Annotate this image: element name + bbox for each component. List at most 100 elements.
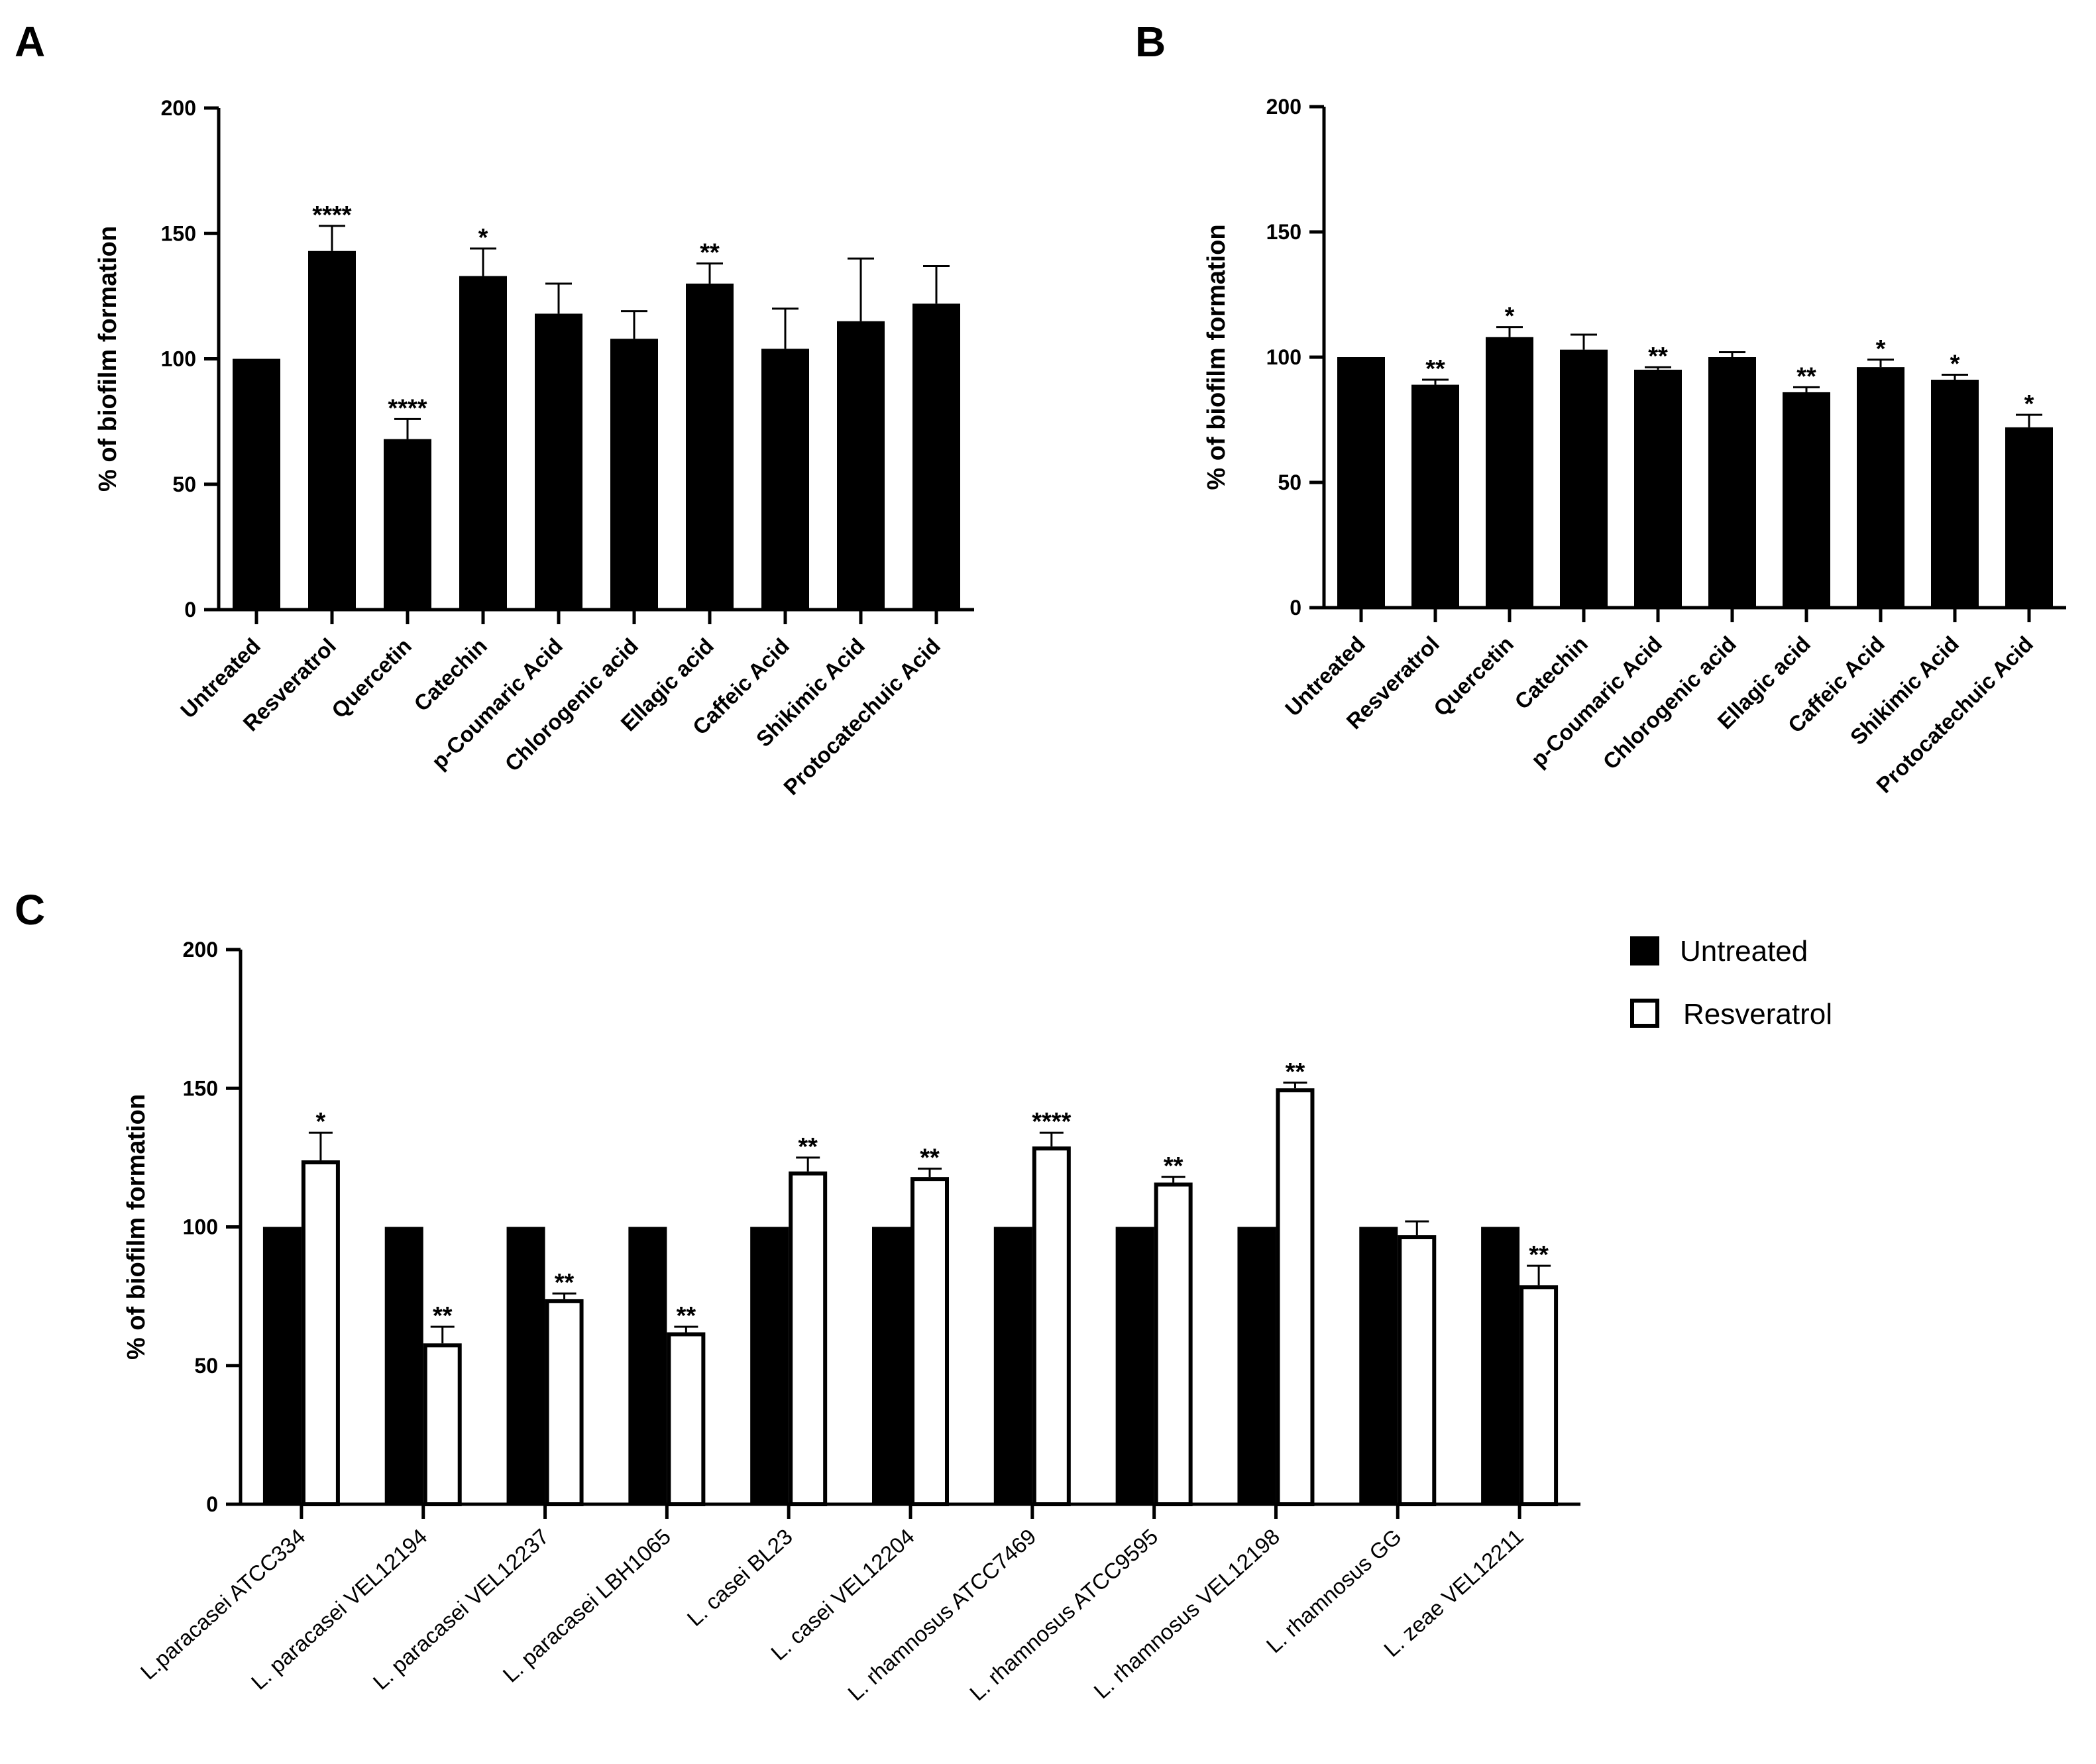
chart-panel-c: C% of biofilm formation050100150200L.par… [15, 886, 1832, 1705]
bar-resveratrol [1154, 1182, 1193, 1507]
y-axis-title: % of biofilm formation [94, 226, 122, 492]
legend-label-resveratrol: Resveratrol [1683, 998, 1832, 1030]
x-tick-label: Quercetin [1429, 632, 1518, 721]
bar [1486, 337, 1533, 608]
legend-swatch-resveratrol [1630, 999, 1659, 1028]
y-tick-label: 0 [206, 1492, 218, 1516]
x-tick-label: Protocatechuic Acid [779, 634, 945, 800]
bar-untreated [1481, 1227, 1520, 1504]
bar [837, 321, 885, 610]
bar-resveratrol [1032, 1146, 1071, 1506]
bar [535, 313, 582, 610]
x-tick-label: L. casei BL23 [683, 1524, 797, 1631]
significance-label: * [316, 1108, 326, 1136]
y-tick-label: 50 [172, 472, 196, 496]
panel-label: B [1135, 18, 1166, 66]
y-tick-label: 100 [1266, 345, 1301, 369]
bar-untreated [1359, 1227, 1398, 1504]
significance-label: **** [1032, 1108, 1071, 1136]
bar [1634, 369, 1682, 608]
bar-resveratrol [667, 1332, 706, 1507]
bar-untreated [993, 1227, 1032, 1504]
significance-label: ** [433, 1302, 453, 1330]
significance-label: **** [312, 201, 351, 229]
bar [912, 303, 960, 610]
significance-label: ** [1796, 362, 1816, 390]
y-tick-label: 200 [183, 938, 218, 962]
x-tick-label: Chlorogenic acid [1598, 632, 1740, 774]
bar [1783, 392, 1830, 608]
chart-panel-b: B% of biofilm formation050100150200Untre… [1135, 18, 2066, 798]
y-axis-title: % of biofilm formation [1203, 224, 1231, 490]
bar-resveratrol [910, 1177, 949, 1507]
significance-label: ** [700, 239, 720, 267]
significance-label: ** [920, 1144, 940, 1172]
bar-resveratrol [423, 1343, 462, 1507]
y-tick-label: 0 [184, 598, 196, 622]
bar [1857, 367, 1904, 608]
y-tick-label: 150 [183, 1076, 218, 1100]
bar-resveratrol [545, 1299, 584, 1507]
y-axis-title: % of biofilm formation [123, 1094, 150, 1360]
significance-label: **** [388, 394, 427, 422]
y-tick-label: 50 [194, 1354, 218, 1378]
significance-label: ** [555, 1269, 575, 1297]
legend: Untreated Resveratrol [1630, 935, 1832, 1030]
bar-untreated [506, 1227, 545, 1504]
bar-resveratrol [301, 1160, 340, 1507]
x-tick-label: p-Coumaric Acid [1526, 632, 1667, 772]
bar [459, 276, 507, 610]
panel-label: C [15, 886, 45, 934]
significance-label: ** [1164, 1152, 1184, 1180]
significance-label: ** [798, 1133, 818, 1161]
chart-panel-a: A% of biofilm formation050100150200Untre… [15, 18, 974, 800]
y-tick-label: 0 [1290, 596, 1301, 620]
significance-label: * [1950, 350, 1960, 378]
legend-swatch-untreated [1630, 936, 1659, 965]
y-tick-label: 150 [1266, 220, 1301, 244]
bar-untreated [1115, 1227, 1154, 1504]
y-tick-label: 200 [161, 96, 196, 120]
bar-resveratrol [1519, 1285, 1559, 1506]
bar-untreated [1237, 1227, 1276, 1504]
bar [2005, 427, 2053, 608]
y-tick-label: 150 [161, 221, 196, 245]
bar-untreated [262, 1227, 302, 1504]
y-tick-label: 100 [183, 1215, 218, 1239]
legend-label-untreated: Untreated [1680, 935, 1808, 967]
bar-untreated [628, 1227, 667, 1504]
bar [1411, 384, 1459, 608]
significance-label: * [1876, 335, 1886, 363]
bar-untreated [872, 1227, 910, 1504]
significance-label: * [2024, 390, 2034, 418]
bar [1337, 357, 1385, 608]
bar-resveratrol [789, 1171, 828, 1507]
bar-resveratrol [1276, 1088, 1315, 1506]
bar [1560, 349, 1608, 608]
bar [1931, 380, 1979, 608]
significance-label: * [478, 224, 488, 252]
significance-label: ** [1425, 355, 1445, 383]
x-tick-label: Chlorogenic acid [500, 634, 642, 776]
bar-untreated [750, 1227, 789, 1504]
bar [610, 339, 658, 610]
bar [686, 283, 734, 610]
significance-label: ** [1529, 1241, 1549, 1269]
bar [308, 250, 356, 610]
bar [1708, 357, 1756, 608]
significance-label: ** [1648, 343, 1668, 370]
y-tick-label: 100 [161, 347, 196, 371]
x-tick-label: p-Coumaric Acid [427, 634, 567, 774]
bar [384, 439, 431, 610]
significance-label: * [1505, 303, 1515, 331]
significance-label: ** [1286, 1058, 1305, 1086]
y-tick-label: 200 [1266, 95, 1301, 119]
bar-untreated [384, 1227, 423, 1504]
bar-resveratrol [1398, 1235, 1437, 1507]
x-tick-label: Quercetin [327, 634, 416, 723]
y-tick-label: 50 [1278, 470, 1301, 494]
bar [761, 349, 809, 610]
bar [233, 358, 280, 610]
panel-label: A [15, 18, 45, 66]
